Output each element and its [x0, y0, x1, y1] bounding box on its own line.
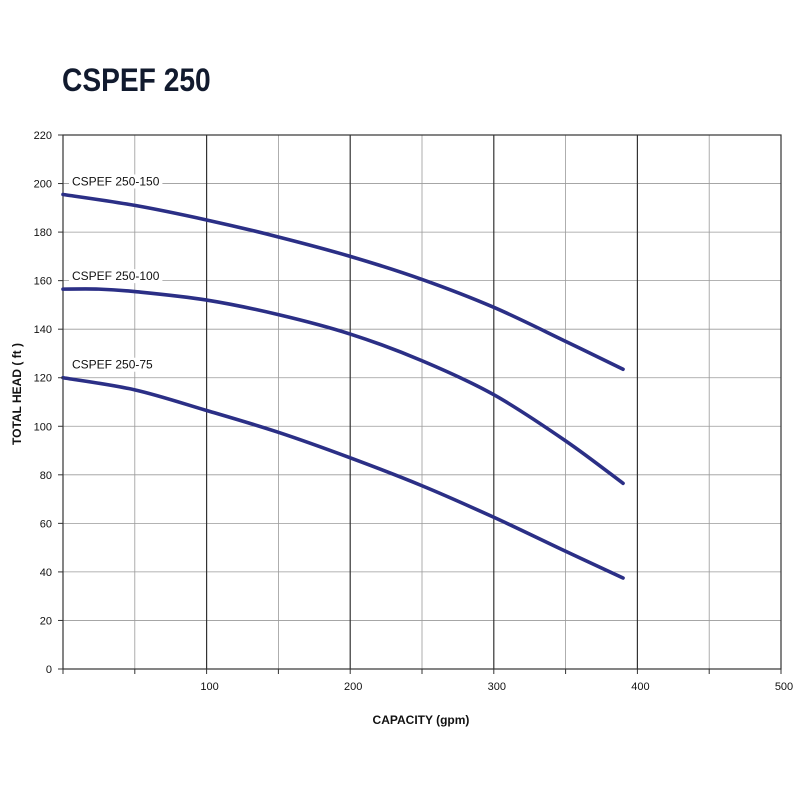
- chart-title: CSPEF 250: [62, 62, 211, 98]
- series-line-1: [61, 192, 625, 372]
- series-label-bg: [69, 357, 156, 372]
- y-tick-label: 0: [46, 664, 52, 676]
- x-tick-label: 200: [344, 681, 362, 693]
- tick-labels: 0 20 40 60 80 100 120 140 160 180 200 220 100 200 300 4…: [34, 130, 794, 693]
- series-layer: [61, 192, 625, 580]
- y-tick-label: 200: [34, 179, 52, 191]
- series-label-2: CSPEF 250-100: [72, 269, 160, 283]
- series-labels: CSPEF 250-150 CSPEF 250-100 CSPEF 250-75: [69, 174, 163, 372]
- x-tick-label: 100: [200, 681, 218, 693]
- grid: [62, 134, 782, 670]
- series-line-3: [61, 375, 625, 580]
- y-tick-label: 80: [40, 470, 52, 482]
- y-tick-label: 40: [40, 567, 52, 579]
- series-label-3: CSPEF 250-75: [72, 358, 153, 372]
- series-label-bg: [69, 174, 163, 189]
- series-label-1: CSPEF 250-150: [72, 174, 160, 188]
- x-tick-label: 500: [775, 681, 793, 693]
- y-axis-title: TOTAL HEAD ( ft ): [10, 343, 24, 445]
- series-label-bg: [69, 269, 163, 284]
- x-tick-label: 400: [631, 681, 649, 693]
- y-tick-label: 20: [40, 615, 52, 627]
- series-line-2: [61, 287, 625, 486]
- y-tick-label: 220: [34, 130, 52, 142]
- y-tick-label: 60: [40, 518, 52, 530]
- x-tick-label: 300: [488, 681, 506, 693]
- y-tick-label: 100: [34, 421, 52, 433]
- y-tick-label: 160: [34, 276, 52, 288]
- x-axis-title: CAPACITY (gpm): [373, 713, 470, 727]
- y-tick-label: 120: [34, 373, 52, 385]
- y-tick-label: 140: [34, 324, 52, 336]
- y-tick-label: 180: [34, 227, 52, 239]
